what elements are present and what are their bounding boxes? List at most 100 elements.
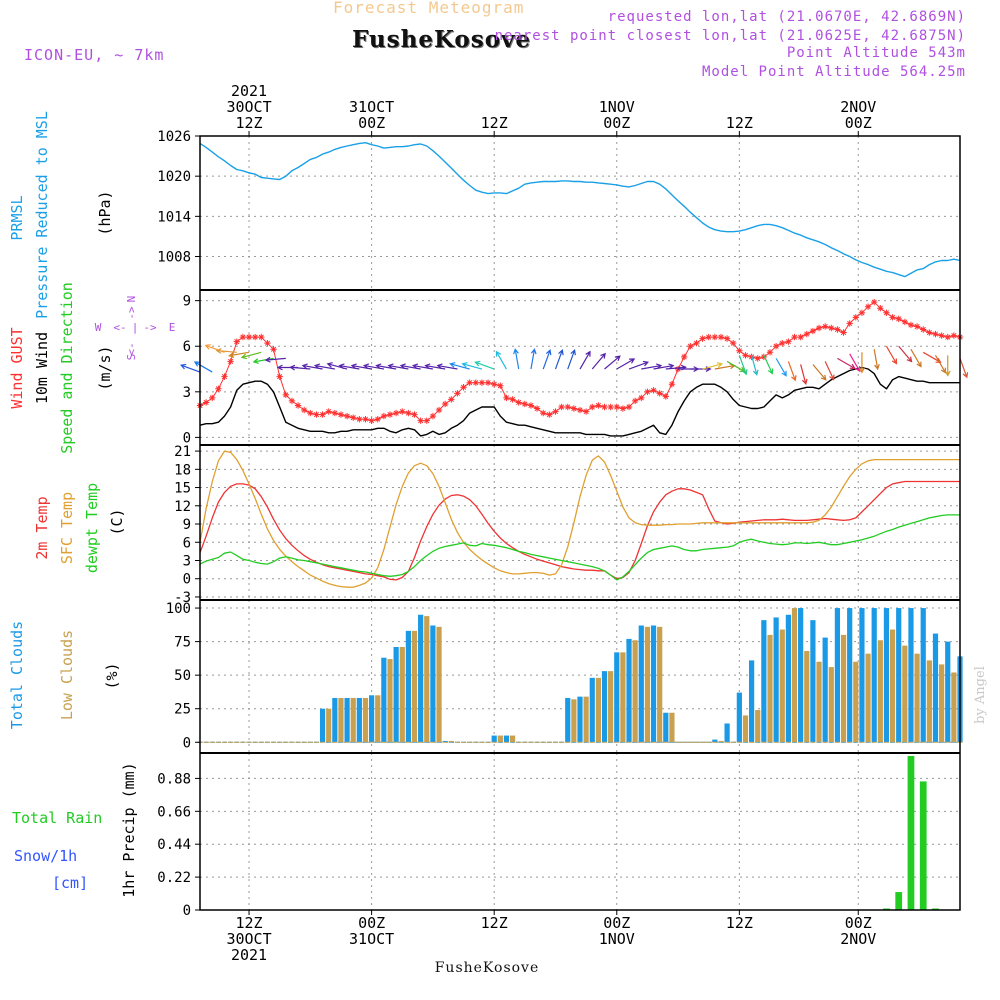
wind-direction-arrow [513,348,520,370]
y-tick-label: 0 [183,903,191,919]
wind-gust-marker [472,379,480,386]
wind-direction-arrow [411,363,434,370]
wind-gust-line [199,301,961,422]
wind-direction-arrow [313,363,335,370]
wind-gust-marker [668,381,676,388]
total-cloud-bar [614,652,620,743]
wind-gust-marker [497,382,504,389]
wind-direction-arrow [240,351,262,360]
wind-gust-marker [828,324,835,332]
total-cloud-bar [871,608,877,743]
x-tick-label-bottom: 1NOV [599,930,635,948]
wind-gust-marker [570,405,578,412]
x-tick-label-top: 2NOV [840,98,876,116]
axes-layer [195,131,961,915]
wind-direction-arrow [837,357,856,370]
wind-gust-marker [429,412,437,420]
wind-gust-marker [779,339,786,347]
wind-direction-arrow [252,357,274,365]
model-altitude: Model Point Altitude 564.25m [701,64,966,80]
total-cloud-bar [601,671,608,743]
wind-gust-marker [736,347,743,354]
wind-gust-marker [772,343,780,350]
y-tick-label: 75 [174,635,191,651]
pressure-label-unit: (hPa) [96,190,114,235]
low-cloud-bar [828,667,834,743]
total-cloud-bar [712,739,718,743]
low-cloud-bar [939,664,945,743]
low-cloud-bar [509,735,516,743]
low-cloud-bar [387,659,393,743]
wind-gust-marker [294,402,302,409]
wind-gust-marker [350,414,357,421]
wind-gust-marker [582,408,590,415]
wind-gust-marker [877,305,884,312]
wind-gust-marker [466,379,473,386]
y-tick-label: 0.88 [157,771,191,787]
compass-arrow-west: <- [113,321,126,334]
low-cloud-bar [497,735,503,743]
total-cloud-bar [430,625,436,743]
total-cloud-bar [650,625,657,743]
total-cloud-bar [773,617,779,743]
wind-direction-arrow [495,350,507,370]
y-tick-label: 1014 [157,209,191,225]
compass-east: E [169,321,176,334]
wind-direction-arrow [264,356,286,363]
wind-direction-arrow [775,358,787,377]
low-cloud-bar [877,640,883,743]
wind-gust-marker [907,321,915,329]
low-cloud-bar [853,661,859,743]
wind-direction-arrow [215,348,237,354]
low-cloud-bar [595,677,601,743]
x-tick-label-bottom: 31OCT [349,930,394,948]
wind-gust-marker [515,399,522,406]
wind-direction-arrow [944,355,951,377]
wind-gust-marker [656,390,663,397]
wind-gust-marker [576,406,584,414]
wind-gust-marker [521,400,529,408]
nearest-coords: nearest point closest lon,lat (21.0625E,… [494,28,966,44]
wind-direction-arrow [399,363,421,370]
total-cloud-bar [663,712,669,743]
wind-direction-arrow [579,350,591,370]
y-tick-label: 9 [183,294,191,310]
wind-gust-marker [730,339,737,347]
total-cloud-bar [405,630,411,743]
wind-gust-marker [950,332,958,339]
low-cloud-bar [448,740,454,743]
wind-direction-arrow [289,364,311,371]
wind-gust-marker [895,315,902,323]
wind-direction-arrow [542,349,552,370]
wind-gust-marker [356,415,363,423]
total-cloud-bar [442,740,448,743]
wind-speed-line [199,366,960,437]
wind-gust-marker [313,411,320,418]
low-cloud-bar [657,626,663,743]
total-cloud-bar [859,608,865,743]
wind-gust-marker [552,408,559,415]
y-tick-label: 1008 [157,250,191,266]
low-cloud-bar [362,697,369,743]
wind-gust-marker [625,403,633,411]
wind-gust-marker [331,409,339,417]
x-tick-label-top: 2021 [231,82,267,100]
rain-bar [907,755,915,910]
wind-direction-arrow [530,348,537,370]
y-tick-label: 0 [183,572,191,588]
wind-gust-marker [435,406,443,414]
sfc-temp-label: SFC Temp [58,492,76,564]
wind-gust-marker [864,303,872,310]
wind-direction-arrow [726,360,746,373]
compass-north: N [125,296,138,303]
x-tick-label-top: 00Z [845,114,872,132]
y-tick-label: 100 [166,601,191,617]
low-cloud-bar [926,660,932,743]
wind-gust-marker [227,358,234,365]
total-cloud-bar [822,637,828,743]
wind-direction-arrow [449,362,470,370]
y-tick-label: 3 [183,385,191,401]
chart-title: FusheKosove [352,26,532,53]
wind-gust-marker [245,333,253,341]
